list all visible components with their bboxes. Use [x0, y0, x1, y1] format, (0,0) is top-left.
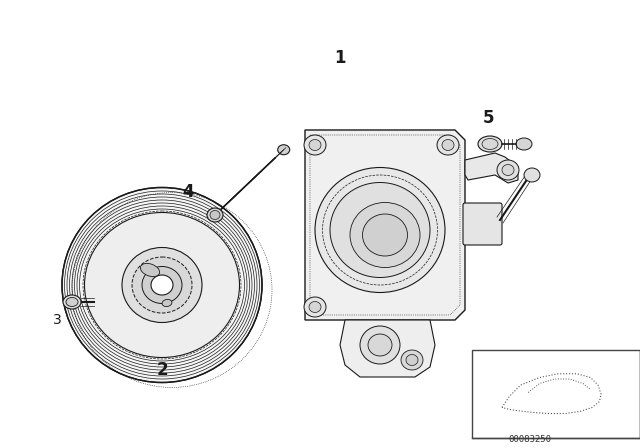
Ellipse shape [350, 202, 420, 267]
Ellipse shape [516, 138, 532, 150]
Ellipse shape [315, 168, 445, 293]
Ellipse shape [497, 160, 519, 180]
Ellipse shape [63, 295, 81, 309]
Ellipse shape [360, 326, 400, 364]
Ellipse shape [304, 135, 326, 155]
Text: 00083250: 00083250 [509, 435, 552, 444]
Ellipse shape [406, 354, 418, 366]
Text: 4: 4 [182, 183, 194, 201]
Polygon shape [340, 320, 435, 377]
Ellipse shape [140, 263, 159, 276]
FancyBboxPatch shape [463, 203, 502, 245]
Ellipse shape [84, 212, 239, 358]
Text: 1: 1 [334, 49, 346, 67]
Ellipse shape [437, 135, 459, 155]
Ellipse shape [478, 136, 502, 152]
Ellipse shape [368, 334, 392, 356]
Ellipse shape [62, 188, 262, 383]
Ellipse shape [482, 138, 498, 150]
Ellipse shape [162, 299, 172, 306]
Ellipse shape [210, 211, 220, 220]
Ellipse shape [207, 208, 223, 222]
Polygon shape [465, 153, 518, 183]
Text: 2: 2 [156, 361, 168, 379]
Ellipse shape [442, 139, 454, 151]
Polygon shape [305, 130, 465, 320]
Ellipse shape [362, 214, 408, 256]
Ellipse shape [304, 297, 326, 317]
Bar [472, 350, 640, 438]
Ellipse shape [122, 247, 202, 323]
Ellipse shape [151, 275, 173, 295]
Text: 3: 3 [52, 313, 61, 327]
Ellipse shape [401, 350, 423, 370]
Ellipse shape [132, 257, 192, 313]
Ellipse shape [524, 168, 540, 182]
Ellipse shape [330, 182, 430, 277]
Ellipse shape [66, 297, 78, 306]
Ellipse shape [309, 302, 321, 313]
Text: 5: 5 [483, 109, 493, 127]
Ellipse shape [278, 145, 290, 155]
Ellipse shape [502, 164, 514, 176]
Ellipse shape [309, 139, 321, 151]
Ellipse shape [142, 267, 182, 303]
